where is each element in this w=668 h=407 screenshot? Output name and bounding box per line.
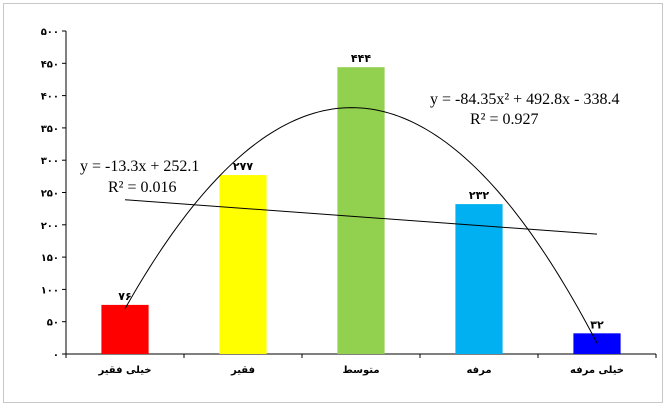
x-category-label: فقیر — [230, 365, 255, 376]
y-tick-label: ۳۵۰ — [41, 124, 59, 135]
bar — [573, 333, 621, 354]
y-tick-label: ۲۵۰ — [41, 189, 59, 200]
y-tick-label: ۱۵۰ — [41, 253, 59, 264]
bar-value-label: ۳۲ — [590, 318, 604, 331]
bar-value-label: ۴۴۴ — [351, 52, 371, 65]
y-tick-label: ۳۰۰ — [41, 156, 59, 167]
x-category-label: مرفه — [466, 365, 491, 376]
bar-value-label: ۲۳۲ — [469, 189, 489, 202]
y-tick-label: ۴۵۰ — [41, 59, 59, 70]
x-category-label: خیلی فقیر — [97, 365, 151, 376]
bar-value-label: ۷۶ — [118, 290, 131, 303]
bar — [337, 67, 385, 355]
linear-trendline — [124, 199, 598, 235]
poly-trend-equation: y = -84.35x² + 492.8x - 338.4 — [430, 91, 620, 108]
y-tick-label: ۰ — [53, 350, 59, 361]
y-tick-label: ۵۰ — [47, 318, 59, 329]
bar — [455, 204, 503, 354]
bar — [219, 175, 267, 354]
poly-trend-r2: R² = 0.927 — [470, 111, 539, 128]
bar — [101, 304, 149, 354]
bar-value-label: ۲۷۷ — [233, 160, 253, 173]
x-category-label: متوسط — [342, 365, 379, 376]
x-category-label: خیلی مرفه — [570, 365, 624, 376]
linear-trend-equation: y = -13.3x + 252.1 — [80, 158, 199, 175]
linear-trend-r2: R² = 0.016 — [108, 179, 177, 196]
y-tick-label: ۲۰۰ — [41, 221, 59, 232]
y-tick-label: ۵۰۰ — [41, 27, 59, 38]
y-tick-label: ۴۰۰ — [41, 92, 59, 103]
polynomial-trendline — [124, 107, 598, 344]
y-tick-label: ۱۰۰ — [41, 285, 59, 296]
